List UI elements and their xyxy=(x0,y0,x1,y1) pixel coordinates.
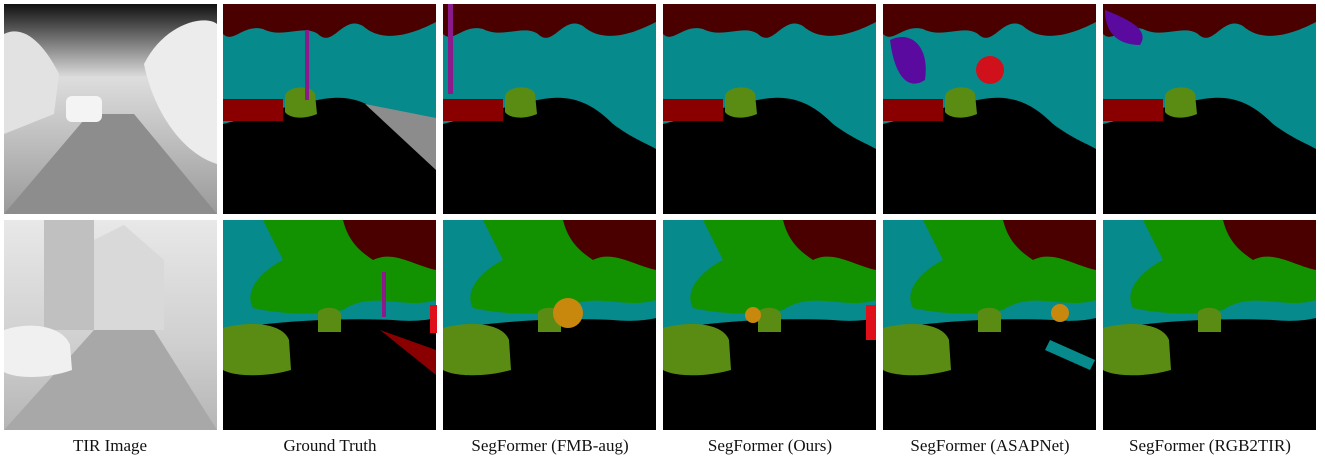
caption: SegFormer (RGB2TIR) xyxy=(1100,436,1320,456)
panels xyxy=(0,0,1325,432)
caption: SegFormer (Ours) xyxy=(660,436,880,456)
caption: SegFormer (ASAPNet) xyxy=(880,436,1100,456)
caption: Ground Truth xyxy=(220,436,440,456)
caption: SegFormer (FMB-aug) xyxy=(440,436,660,456)
figure: TIR Image Ground Truth SegFormer (FMB-au… xyxy=(0,0,1325,466)
caption: TIR Image xyxy=(0,436,220,456)
